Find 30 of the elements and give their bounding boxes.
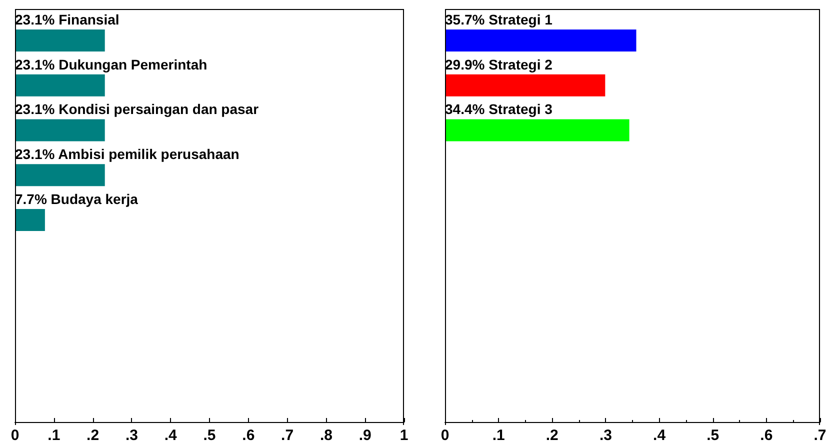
bar — [445, 74, 606, 96]
x-tick-label: .8 — [320, 427, 332, 443]
x-tick-label: .9 — [358, 427, 372, 443]
x-tick-label: .5 — [706, 427, 720, 443]
text: 35.7% Strategi 1 — [445, 11, 552, 28]
x-tick-label: 0 — [440, 427, 450, 443]
x-tick-label: .4 — [653, 427, 666, 443]
x-tick-label: .3 — [599, 427, 612, 443]
bar — [445, 29, 636, 52]
text: 23.1% Finansial — [15, 11, 120, 28]
text: 7.7% Budaya kerja — [15, 191, 138, 207]
x-tick-label: .1 — [48, 427, 60, 443]
text: 29.9% Strategi 2 — [445, 56, 552, 72]
x-tick-label: .7 — [814, 427, 826, 443]
x-tick-label: .2 — [86, 427, 100, 443]
x-tick-label: .6 — [760, 427, 773, 443]
text: 23.1% Dukungan Pemerintah — [15, 56, 208, 72]
x-tick-label: .1 — [492, 427, 505, 443]
x-tick-label: .7 — [281, 427, 294, 443]
text: 23.1% Ambisi pemilik perusahaan — [15, 146, 240, 162]
text: 34.4% Strategi 3 — [445, 101, 552, 118]
x-tick-label: .6 — [242, 427, 255, 443]
bar — [445, 119, 630, 142]
x-tick-label: .3 — [125, 427, 138, 443]
x-tick-label: 0 — [10, 427, 20, 443]
text: 23.1% Kondisi persaingan dan pasar — [15, 101, 259, 118]
x-tick-label: 1 — [400, 427, 408, 443]
x-tick-label: .2 — [546, 427, 558, 443]
x-tick-label: .4 — [164, 427, 178, 443]
x-tick-label: .5 — [203, 427, 216, 443]
